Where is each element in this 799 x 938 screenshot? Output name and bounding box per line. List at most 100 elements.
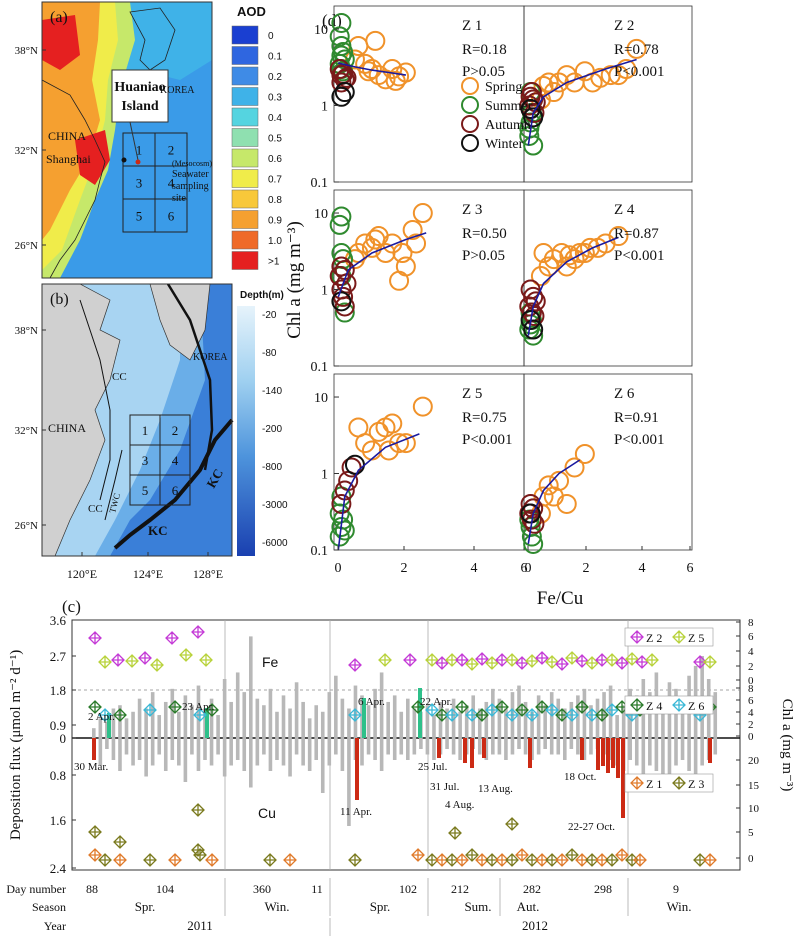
panel-c-fe-bar [334, 675, 338, 738]
panel-d-point-autumn [520, 493, 541, 514]
panel-a-legend-swatch [231, 210, 259, 229]
panel-c-cu-bar [576, 738, 580, 755]
panel-c-bottom-diamond [263, 853, 277, 867]
panel-c-mid-diamond [515, 703, 529, 717]
panel-d-zone-label: Z 2 [614, 18, 634, 34]
panel-a-legend-swatch [231, 148, 259, 168]
panel-c-season-label: Win. [666, 899, 691, 914]
panel-d-point-winter [520, 99, 541, 120]
panel-c-season-label: Aut. [517, 899, 540, 914]
panel-c-top-diamond [565, 651, 579, 665]
panel-c-cu-bar [196, 738, 201, 771]
panel-c: (c) Fe Cu 2 Apr. 23 Apr. 6 Apr. 22 Apr. 30 Mar.… [6, 597, 795, 936]
panel-c-bottom-diamond [605, 853, 619, 867]
panel-d-subplot-1: Z 1 R=0.18 P>0.05 10 1 0.1 [311, 5, 525, 191]
panel-c-y-right-tick-label: 5 [748, 827, 754, 839]
panel-c-cu-bar [111, 738, 116, 760]
panel-d-point-spring [587, 237, 608, 258]
panel-c-y-right-tick-label: 2 [748, 661, 754, 673]
panel-c-cu-bar [379, 738, 384, 771]
panel-c-fe-bar [249, 636, 253, 738]
panel-c-fe-bar [399, 711, 404, 738]
panel-c-cu-bar [137, 738, 142, 760]
panel-d-legend-label: Spring [485, 80, 522, 95]
panel-c-fe-bar [111, 708, 116, 738]
panel-c-red-event-label: 13 Aug. [478, 783, 513, 795]
panel-d-zone-label: Z 5 [462, 386, 482, 402]
panel-b-zone-label: 5 [142, 483, 149, 498]
panel-d-point-spring [344, 49, 365, 70]
panel-a-zone-label: 4 [168, 176, 175, 191]
panel-c-day-number: 212 [451, 882, 469, 896]
panel-d-point-spring [389, 270, 410, 291]
panel-c-cu-bar [222, 738, 227, 777]
panel-c-day-number: 104 [156, 882, 174, 896]
panel-d-point-spring [385, 70, 406, 91]
panel-a-island-label: Island [121, 99, 159, 114]
panel-c-legend-box [624, 773, 714, 793]
panel-c-green-event-label: 2 Apr. [88, 711, 115, 723]
panel-c-y-right-tick-label: 6 [748, 695, 754, 707]
panel-a: (a) 38°N 32°N 26°N 1 2 3 4 5 6 Huaniao Island CHINA K… [15, 1, 282, 279]
panel-c-cu-bar [477, 738, 482, 755]
panel-c-cu-bar [334, 738, 338, 755]
panel-a-legend-label: 0.4 [268, 113, 282, 124]
panel-d-r-label: R=0.18 [462, 42, 507, 58]
panel-c-bottom-diamond [283, 853, 297, 867]
panel-d-point-spring [626, 38, 647, 59]
panel-d-legend-label: Winter [485, 137, 524, 152]
panel-c-fe-label: Fe [262, 654, 279, 670]
panel-a-legend-title: AOD [237, 4, 266, 19]
panel-c-y-right-tick-label: 0 [748, 731, 754, 743]
panel-d-point-spring [533, 243, 554, 264]
panel-d-fit-line [337, 62, 407, 76]
panel-d-zone-label: Z 6 [614, 386, 635, 402]
panel-c-green-event-bar [418, 688, 422, 738]
panel-c-top-diamond [179, 648, 193, 662]
panel-c-fe-bar [543, 705, 547, 738]
panel-c-legend-box [624, 627, 714, 647]
panel-d-point-spring [574, 243, 595, 264]
panel-c-fe-bar [98, 718, 103, 738]
panel-c-fe-bar [373, 688, 377, 738]
panel-c-bottom-diamond [348, 853, 362, 867]
panel-c-mid-diamond [113, 708, 127, 722]
panel-c-red-event-bar [606, 738, 610, 773]
panel-c-cu-bar [582, 738, 587, 760]
panel-c-cu-bar [209, 738, 214, 766]
panel-a-legend-label: 0.8 [268, 195, 282, 206]
panel-c-red-event-label: 11 Apr. [340, 806, 372, 818]
panel-c-red-event-bar [708, 738, 712, 763]
panel-c-cu-bar [373, 738, 377, 760]
panel-a-legend-label: 0.1 [268, 52, 282, 63]
panel-c-cu-bar [275, 738, 279, 760]
panel-c-legend-marker [672, 698, 686, 712]
panel-c-legend-marker [630, 630, 644, 644]
panel-c-cu-bar [314, 738, 319, 760]
panel-d-subplot-frame [333, 189, 525, 367]
panel-c-mid-diamond [98, 708, 112, 722]
panel-b-cc-label: CC [112, 371, 127, 383]
panel-b-cc-label: CC [88, 503, 103, 515]
panel-c-y-right-tick-label: 8 [748, 683, 754, 695]
panel-c-fe-bar [576, 695, 580, 738]
panel-d-subplot-2: Z 2 R=0.78 P<0.001 [519, 5, 693, 183]
panel-c-fe-bar [661, 698, 665, 738]
panel-c-top-diamond [635, 655, 649, 669]
panel-d-x-tick-label: 0 [335, 561, 342, 576]
panel-d-legend-marker [461, 77, 479, 95]
panel-d-point-summer [329, 26, 350, 47]
panel-a-site-label: Seawater [172, 169, 209, 180]
panel-c-top-diamond [485, 656, 499, 670]
panel-d-r-label: R=0.91 [614, 410, 659, 426]
panel-c-day-number: 360 [253, 882, 271, 896]
panel-a-meso-label: (Mesocosm) [172, 159, 212, 168]
panel-b-china-label: CHINA [48, 421, 86, 435]
panel-c-top-diamond [403, 653, 417, 667]
panel-c-fe-bar [530, 711, 534, 738]
panel-c-bottom-diamond [191, 843, 205, 857]
panel-c-fe-bar [144, 708, 148, 738]
panel-d-subplot-5: Z 5 R=0.75 P<0.001 10 1 0.1 [311, 373, 525, 559]
panel-c-cu-bar [530, 738, 534, 760]
panel-a-legend-swatch [231, 251, 259, 270]
